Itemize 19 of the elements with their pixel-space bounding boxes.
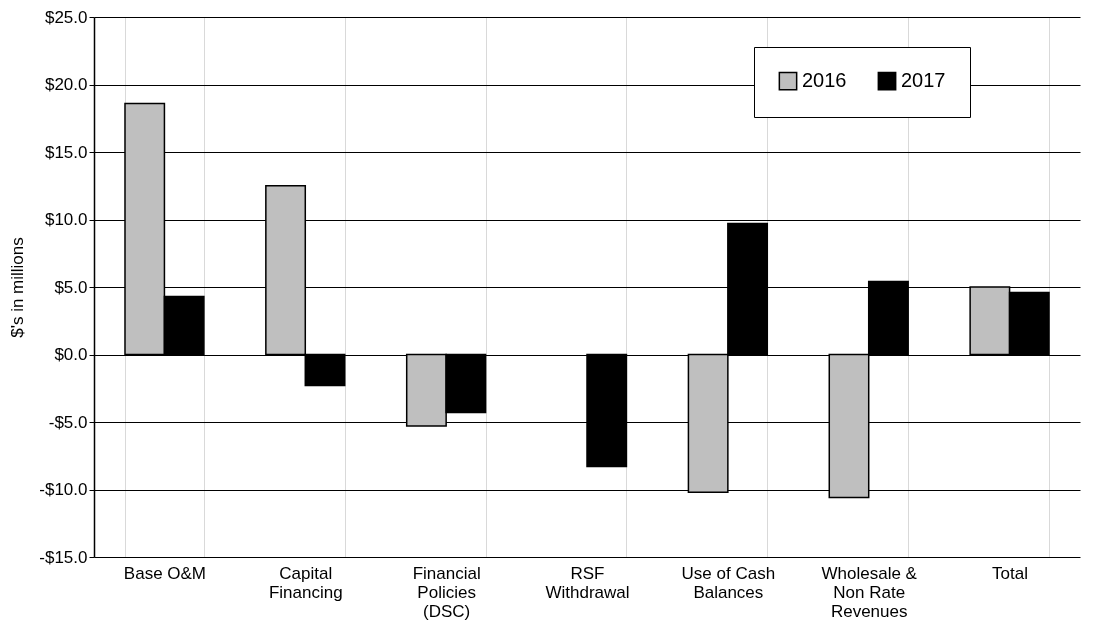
x-tick-label: Base O&M xyxy=(123,563,207,583)
y-tick-label: $20.0 xyxy=(44,75,88,94)
x-tick-label: RSF Withdrawal xyxy=(545,563,630,602)
y-tick-label: -$10.0 xyxy=(39,480,88,499)
y-tick-label: -$15.0 xyxy=(39,547,88,567)
y-tick-label: $25.0 xyxy=(44,7,88,27)
y-tick-label: -$5.0 xyxy=(48,412,88,432)
y-tick-label: $15.0 xyxy=(44,142,88,162)
x-tick-label: Total xyxy=(992,563,1029,583)
x-tick-label: Capital Financing xyxy=(268,563,343,602)
y-axis-title: $'s in millions xyxy=(8,237,28,338)
y-tick-label: $5.0 xyxy=(54,277,88,297)
legend-label: 2017 xyxy=(901,69,946,92)
x-tick-label: Use of Cash Balances xyxy=(681,563,776,602)
x-tick-label: Financial Policies (DSC) xyxy=(412,563,481,621)
y-tick-label: $10.0 xyxy=(44,210,88,229)
y-tick-label: $0.0 xyxy=(54,345,88,364)
x-tick-label: Wholesale & Non Rate Revenues xyxy=(821,563,918,621)
legend-label: 2016 xyxy=(802,69,847,92)
